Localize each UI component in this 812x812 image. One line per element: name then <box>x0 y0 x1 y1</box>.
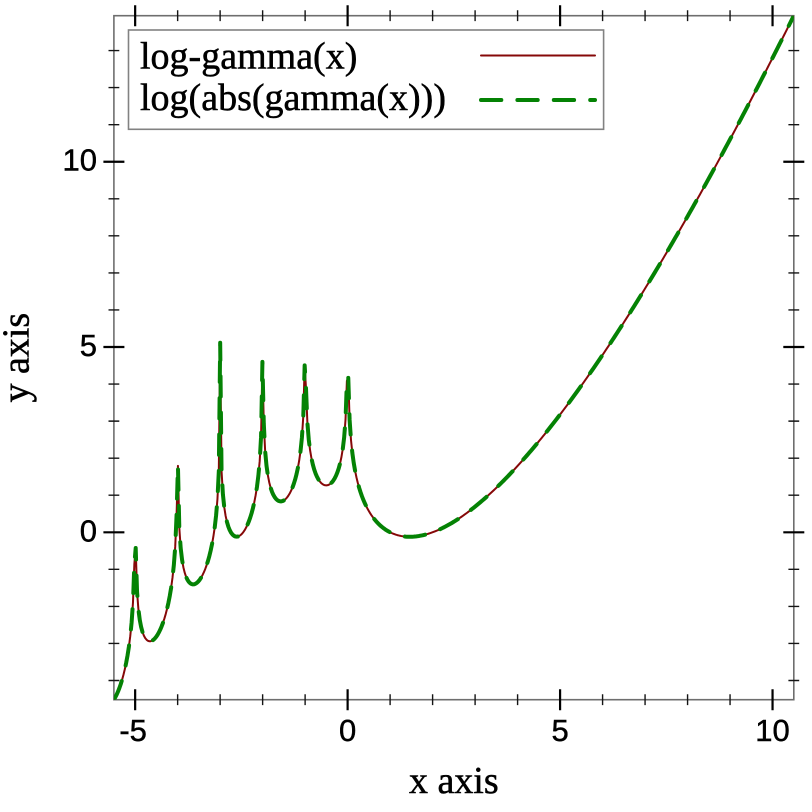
svg-text:x axis: x axis <box>409 760 499 802</box>
svg-text:5: 5 <box>80 328 97 363</box>
svg-text:0: 0 <box>80 513 97 548</box>
svg-text:10: 10 <box>63 143 97 178</box>
svg-text:log(abs(gamma(x))): log(abs(gamma(x))) <box>140 77 446 119</box>
svg-text:0: 0 <box>339 713 356 748</box>
svg-text:5: 5 <box>551 713 568 748</box>
svg-text:-5: -5 <box>119 713 147 748</box>
svg-text:log-gamma(x): log-gamma(x) <box>140 36 357 78</box>
svg-text:y axis: y axis <box>0 313 38 403</box>
svg-text:10: 10 <box>755 713 789 748</box>
